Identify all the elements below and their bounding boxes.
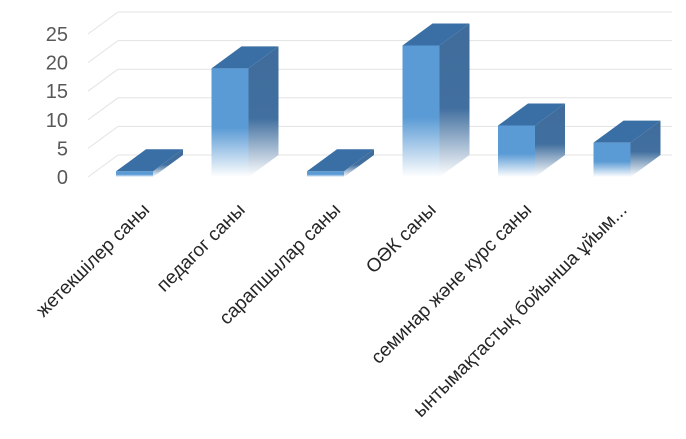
y-tick-label: 20	[46, 53, 68, 75]
category-label: ынтымақтастық бойынша ұйым...	[410, 200, 632, 422]
gridline-depth	[87, 125, 119, 149]
gridline-depth	[87, 11, 119, 35]
gridline-depth	[87, 40, 119, 64]
category-label: семинар және курс саны	[367, 200, 536, 369]
y-axis-ticks: 0 5 10 15 20 25	[46, 24, 68, 189]
category-label: педагог саны	[153, 200, 250, 297]
bar-side	[344, 149, 374, 177]
gridline-depth	[87, 154, 119, 178]
bar-side	[153, 149, 183, 177]
bar-top	[116, 149, 183, 172]
bar-top	[593, 120, 661, 143]
bar-front	[211, 68, 249, 177]
category-label: ОӘК саны	[362, 200, 440, 278]
bar-front	[593, 142, 631, 177]
category-label: жетекшілер саны	[32, 200, 154, 322]
bar-side	[630, 120, 661, 177]
y-tick-label: 25	[46, 24, 68, 46]
bar	[498, 103, 565, 177]
bar	[307, 149, 374, 177]
y-tick-label: 15	[46, 81, 68, 103]
bar-side	[248, 46, 279, 177]
bar-front	[307, 171, 344, 177]
bar-front	[402, 45, 440, 177]
gridlines	[87, 11, 672, 178]
bar-side	[535, 103, 565, 177]
y-tick-label: 5	[57, 138, 68, 160]
bar-side	[439, 23, 470, 177]
bar	[116, 149, 183, 177]
y-tick-label: 0	[57, 167, 68, 189]
gridline-depth	[87, 97, 119, 121]
bars	[116, 23, 661, 177]
bar	[211, 46, 279, 177]
bar-front	[116, 171, 153, 177]
bar-top	[498, 103, 565, 126]
bar	[593, 120, 661, 177]
bar-top	[402, 23, 470, 46]
bar-front	[498, 125, 535, 177]
bar-top	[307, 149, 374, 172]
y-tick-label: 10	[46, 110, 68, 132]
bar	[402, 23, 470, 177]
gridline-depth	[87, 68, 119, 92]
bar-top	[211, 46, 279, 69]
